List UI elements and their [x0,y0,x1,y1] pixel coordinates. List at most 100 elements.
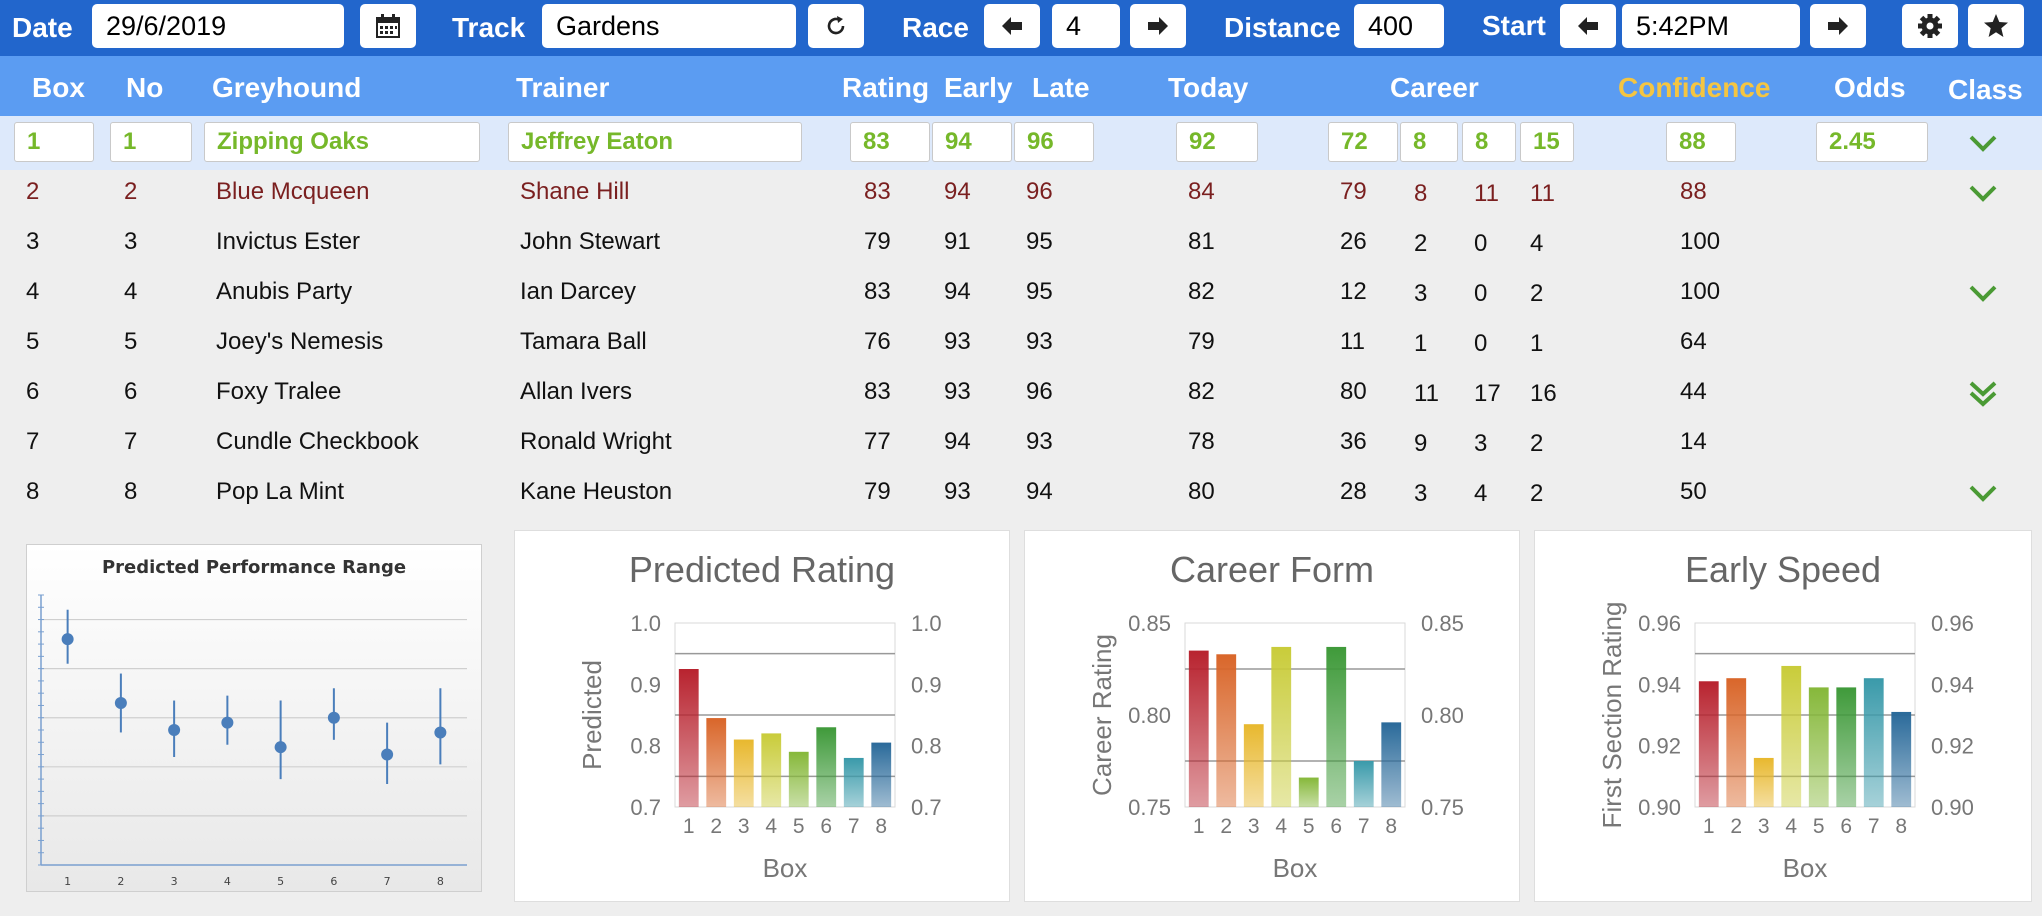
career-3-cell: 3 [1474,430,1488,457]
x-tick-label: 3 [1248,815,1260,838]
row1-no-field[interactable]: 1 [110,122,192,162]
bar [1243,724,1264,807]
no-cell: 4 [124,278,138,305]
header-rating[interactable]: Rating [842,72,930,103]
race-next-button[interactable] [1130,4,1186,48]
date-input[interactable]: 29/6/2019 [92,4,344,48]
header-greyhound[interactable]: Greyhound [212,72,362,103]
career-1-cell: 26 [1340,228,1367,255]
bar [816,727,837,807]
row1-greyhound-field[interactable]: Zipping Oaks [204,122,480,162]
header-early[interactable]: Early [944,72,1013,103]
x-axis-label: Box [1273,853,1318,883]
career-form-title: Career Form [1169,549,1375,590]
x-tick-label: 3 [171,875,178,888]
row1-career-1-field[interactable]: 72 [1328,122,1398,162]
x-tick-label: 4 [1785,815,1797,838]
chevron-down-icon[interactable] [1968,284,1998,304]
row1-box-field[interactable]: 1 [14,122,94,162]
trainer-cell: Allan Ivers [520,378,633,405]
row1-early-field[interactable]: 94 [932,122,1012,162]
start-label: Start [1482,10,1546,41]
row1-odds-field[interactable]: 2.45 [1816,122,1928,162]
trainer-cell: Tamara Ball [520,328,647,355]
row1-late-field[interactable]: 96 [1014,122,1094,162]
row1-career-2-field[interactable]: 8 [1400,122,1458,162]
x-tick-label: 4 [765,815,777,838]
header-class[interactable]: Class [1948,74,2023,105]
start-prev-button[interactable] [1560,4,1616,48]
chevron-down-icon[interactable] [1968,134,1998,154]
career-4-cell: 2 [1530,280,1544,307]
career-1-cell: 11 [1340,328,1365,355]
career-2-cell: 8 [1414,180,1428,207]
box-cell: 2 [26,178,40,205]
x-tick-label: 6 [1330,815,1342,838]
early-cell: 93 [944,328,971,355]
y-tick-label-right: 0.9 [911,672,942,697]
bar [1298,777,1319,807]
x-tick-label: 4 [1275,815,1287,838]
results-table-body [0,170,2042,520]
header-no[interactable]: No [126,72,164,103]
no-cell: 8 [124,478,138,505]
bar [788,751,809,807]
chevron-down-icon[interactable] [1968,484,1998,504]
header-late[interactable]: Late [1032,72,1090,103]
early-cell: 94 [944,278,971,305]
x-tick-label: 1 [64,875,71,888]
y-tick-label-right: 1.0 [911,611,942,636]
y-tick-label: 1.0 [630,611,661,636]
y-tick-label-right: 0.92 [1931,734,1974,759]
calendar-button[interactable] [360,4,416,48]
y-tick-label: 0.8 [630,734,661,759]
row1-rating-field[interactable]: 83 [850,122,930,162]
y-tick-label-right: 0.80 [1421,703,1464,728]
row1-trainer-field[interactable]: Jeffrey Eaton [508,122,802,162]
bar [706,718,727,807]
header-confidence[interactable]: Confidence [1618,72,1771,103]
x-tick-label: 3 [1758,815,1770,838]
bar [761,733,782,807]
start-time-input[interactable]: 5:42PM [1622,4,1800,48]
header-career[interactable]: Career [1390,72,1479,103]
today-cell: 84 [1188,178,1215,205]
start-next-button[interactable] [1810,4,1866,48]
race-prev-button[interactable] [984,4,1040,48]
distance-input[interactable]: 400 [1354,4,1444,48]
header-today[interactable]: Today [1168,72,1249,103]
race-label: Race [902,12,969,43]
career-4-cell: 4 [1530,230,1544,257]
predicted-rating-panel: Predicted Rating 1 2 3 4 5 6 7 8 0.7 0.7 0.8 0.8 0.9… [514,530,1010,902]
late-cell: 95 [1026,278,1053,305]
refresh-button[interactable] [808,4,864,48]
no-cell: 5 [124,328,138,355]
no-cell: 2 [124,178,138,205]
double-chevron-down-icon[interactable] [1968,380,1998,410]
confidence-cell: 100 [1680,228,1721,255]
chevron-down-icon[interactable] [1968,184,1998,204]
row1-today-field[interactable]: 92 [1176,122,1258,162]
row1-career-4-field[interactable]: 15 [1520,122,1574,162]
header-trainer[interactable]: Trainer [516,72,610,103]
race-input[interactable]: 4 [1052,4,1120,48]
early-cell: 93 [944,478,971,505]
bar [1808,687,1829,807]
late-cell: 94 [1026,478,1053,505]
box-cell: 8 [26,478,40,505]
settings-button[interactable] [1902,4,1958,48]
bar [1188,650,1209,807]
predicted-rating-chart: 1 2 3 4 5 6 7 8 0.7 0.7 0.8 0.8 0.9 0.9 1.0 1.0 Box Predi… [577,611,942,883]
career-4-cell: 2 [1530,430,1544,457]
row1-career-3-field[interactable]: 8 [1462,122,1516,162]
row1-confidence-field[interactable]: 88 [1666,122,1736,162]
favorite-button[interactable] [1968,4,2024,48]
bar [1836,687,1857,807]
track-input[interactable]: Gardens [542,4,796,48]
x-tick-label: 7 [848,815,860,838]
header-odds[interactable]: Odds [1834,72,1906,103]
early-cell: 94 [944,178,971,205]
y-tick-label-right: 0.90 [1931,795,1974,820]
y-tick-label: 0.75 [1128,795,1171,820]
header-box[interactable]: Box [32,72,85,103]
